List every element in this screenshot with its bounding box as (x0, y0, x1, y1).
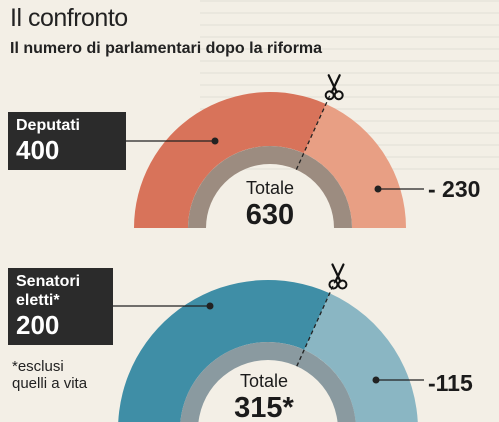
deputati-leader-dot (211, 137, 219, 145)
senatori-cut-arc (304, 293, 418, 422)
senatori-cut-label: -115 (428, 370, 473, 396)
deputati-label-box: Deputati 400 (8, 112, 126, 170)
senatori-value: 200 (16, 310, 60, 340)
deputati-total: Totale 630 (210, 177, 330, 231)
deputati-total-value: 630 (245, 199, 295, 231)
senatori-total-label: Totale (239, 371, 289, 391)
senatori-scissors-blade-b (331, 263, 342, 283)
senatori-name: Senatori eletti* (16, 273, 81, 309)
senatori-scissors-blade-a (334, 263, 345, 283)
deputati-name: Deputati (16, 117, 80, 134)
senatori-leader-dot (206, 302, 214, 310)
page-title: Il confronto (10, 4, 128, 32)
senatori-label-box: Senatori eletti* 200 (8, 268, 113, 345)
senatori-inner-band (180, 342, 356, 422)
page-subtitle: Il numero di parlamentari dopo la riform… (10, 40, 323, 57)
deputati-kept-arc (134, 91, 326, 229)
deputati-value: 400 (16, 135, 60, 165)
deputati-scissors-handle-right (333, 90, 344, 101)
deputati-total-label: Totale (245, 178, 295, 198)
deputati-cut-arc (303, 104, 406, 228)
deputati-cut-leader-dot (374, 185, 382, 193)
deputati-cut-label: - 230 (428, 176, 481, 202)
senatori-kept-arc (118, 280, 330, 422)
senatori-scissors-handle-right (337, 279, 348, 290)
deputati-inner-band (188, 146, 352, 228)
senatori-total: Totale 315* (204, 370, 324, 422)
deputati-scissors-blade-a (330, 74, 341, 94)
senatori-cut-leader-dot (372, 376, 380, 384)
deputati-cut-line (295, 91, 333, 170)
deputati-scissors-blade-b (327, 74, 338, 94)
senatori-cut-line (296, 280, 337, 367)
senatori-total-value: 315* (234, 392, 294, 422)
footnote: *esclusi quelli a vita (12, 358, 88, 392)
